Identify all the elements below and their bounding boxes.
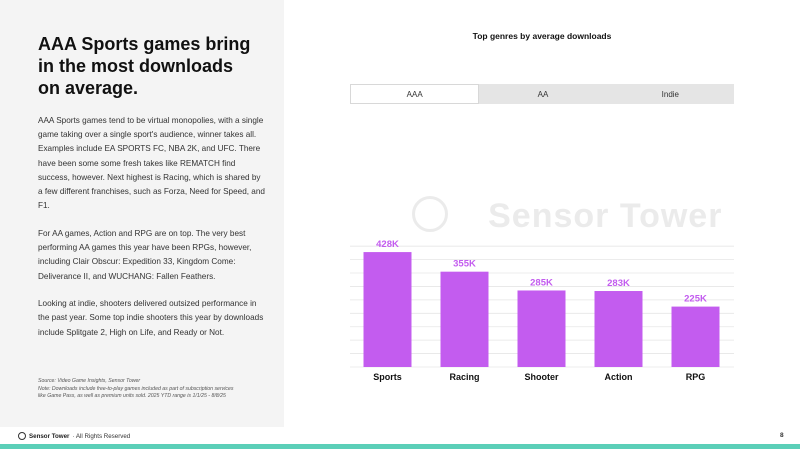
data-label: 283K bbox=[607, 278, 630, 289]
bar bbox=[440, 271, 489, 367]
bar bbox=[517, 290, 566, 367]
tab-aa[interactable]: AA bbox=[537, 89, 549, 99]
data-label: 355K bbox=[453, 259, 476, 270]
bar bbox=[363, 252, 412, 367]
footer-logo: Sensor Tower · All Rights Reserved bbox=[18, 432, 130, 440]
watermark-logo-icon bbox=[412, 196, 448, 232]
footer-stripe bbox=[0, 444, 800, 449]
tab-indie[interactable]: Indie bbox=[661, 89, 679, 99]
headline-line-3: on average. bbox=[38, 78, 139, 98]
headline-line-1: AAA Sports games bring bbox=[38, 34, 251, 54]
chart-title: Top genres by average downloads bbox=[472, 31, 612, 41]
data-label: 428K bbox=[376, 239, 399, 250]
footer-brand: Sensor Tower bbox=[29, 432, 70, 440]
paragraph-aaa: AAA Sports games tend to be virtual mono… bbox=[38, 116, 265, 211]
segment-tabs: AAA AA Indie bbox=[350, 84, 734, 104]
source-line: Source: Video Game Insights, Sensor Towe… bbox=[38, 378, 141, 384]
page-number: 8 bbox=[780, 432, 784, 439]
category-label: Shooter bbox=[524, 372, 558, 382]
data-label: 285K bbox=[530, 277, 553, 288]
note-line-2: like Game Pass, as well as premium units… bbox=[38, 393, 226, 399]
bar-chart: 428K Sports 355K Racing 285K Shooter 283K Actio… bbox=[350, 239, 734, 382]
paragraph-indie: Looking at indie, shooters delivered out… bbox=[38, 299, 264, 337]
tab-aaa[interactable]: AAA bbox=[350, 84, 480, 104]
left-panel bbox=[0, 0, 284, 427]
sensor-tower-logo-icon bbox=[18, 432, 26, 440]
category-label: RPG bbox=[686, 372, 706, 382]
data-label: 225K bbox=[684, 294, 707, 305]
footer-rights: · All Rights Reserved bbox=[72, 432, 131, 440]
category-label: Sports bbox=[373, 372, 402, 382]
bar bbox=[594, 291, 643, 367]
headline-line-2: in the most downloads bbox=[38, 56, 234, 76]
paragraph-aa: For AA games, Action and RPG are on top.… bbox=[38, 228, 252, 281]
note-line-1: Note: Downloads include free-to-play gam… bbox=[38, 385, 234, 392]
source-note: Source: Video Game Insights, Sensor Towe… bbox=[38, 378, 278, 401]
bar bbox=[671, 306, 720, 367]
category-label: Action bbox=[605, 372, 633, 382]
body-text: AAA Sports games tend to be virtual mono… bbox=[38, 114, 266, 353]
category-label: Racing bbox=[449, 372, 479, 382]
headline: AAA Sports games bring in the most downl… bbox=[38, 33, 268, 99]
